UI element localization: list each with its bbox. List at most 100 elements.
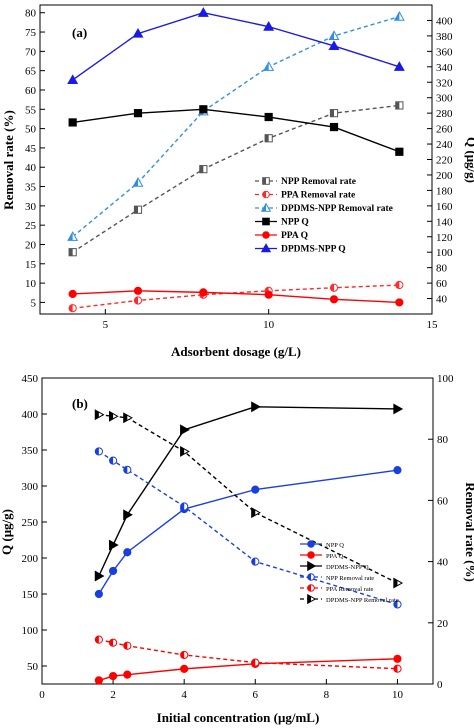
a-y2-tick-label: 220 [436, 155, 453, 167]
b-point-ppa-q [123, 670, 132, 679]
a-y-tick-label: 65 [25, 66, 37, 78]
a-series-line-npp-removal-rate [72, 104, 400, 253]
y2-axis-title-b: Removal rate (%) [463, 482, 474, 582]
b-point-npp-removal-rate [123, 465, 132, 474]
a-y2-tick-label: 120 [436, 232, 453, 244]
a-point-npp-q [133, 109, 143, 118]
a-point-ppa-removal-rate [395, 280, 404, 290]
chart-a: 5 10 15 5 10 15 20 25 30 35 40 45 50 55 60 65 70 75 80 40 60… [1, 4, 474, 359]
a-y2-tick-label: 340 [436, 62, 453, 74]
a-point-npp-removal-rate [199, 165, 208, 174]
a-point-npp-q [199, 105, 208, 114]
y2-axis-title-a: Q (μg/g) [464, 137, 474, 183]
a-legend-label-ppa-removal-rate: PPA Removal rate [281, 191, 355, 201]
b-point-ppa-q [108, 671, 118, 681]
b-point-dpdms-npp-removal-rate [94, 409, 105, 421]
plot-frame-b [41, 377, 434, 685]
a-point-dpdms-npp-removal-rate [328, 30, 340, 40]
b-series-line-ppa-q [98, 658, 398, 682]
a-point-dpdms-npp-q [67, 74, 79, 85]
b-y-tick-label: 200 [22, 553, 39, 565]
a-series-line-dpdms-npp-q [72, 12, 400, 81]
a-y2-tick-label: 280 [436, 108, 453, 120]
a-legend-marker-npp-q [262, 217, 270, 226]
a-point-ppa-removal-rate [68, 304, 77, 313]
a-point-npp-removal-rate [329, 109, 339, 118]
b-x-tick-label: 4 [181, 689, 187, 701]
b-point-ppa-removal-rate [251, 658, 260, 667]
a-point-dpdms-npp-q [393, 61, 405, 71]
a-y2-tick-label: 240 [436, 139, 453, 151]
a-y-tick-label: 60 [25, 85, 37, 97]
a-y-tick-label: 75 [25, 27, 37, 39]
b-point-npp-removal-rate [393, 600, 402, 609]
a-point-ppa-q [68, 289, 77, 299]
a-y2-tick-label: 320 [436, 77, 453, 89]
a-y2-tick-label: 180 [436, 185, 453, 197]
a-series-line-ppa-removal-rate [72, 284, 400, 309]
b-legend-marker-dpdms-npp-removal-rate [307, 593, 317, 605]
a-legend-marker-ppa-q [262, 231, 270, 239]
b-point-ppa-removal-rate [123, 641, 132, 650]
a-point-npp-q [264, 112, 273, 122]
a-y-tick-label: 30 [25, 201, 37, 213]
b-point-npp-q [251, 485, 260, 494]
plot-frame-a [39, 4, 433, 315]
a-y-tick-label: 40 [25, 162, 37, 174]
b-series-line-dpdms-npp-removal-rate [98, 414, 398, 584]
a-point-ppa-removal-rate [133, 296, 143, 305]
a-x-tick-label: 5 [103, 319, 109, 331]
a-legend-marker-dpdms-npp-q [260, 243, 272, 253]
a-y-tick-label: 55 [25, 104, 37, 116]
b-y-tick-label: 400 [22, 409, 39, 421]
a-y-tick-label: 80 [25, 8, 37, 20]
a-y2-tick-label: 100 [436, 247, 453, 259]
a-y2-tick-label: 360 [436, 46, 453, 58]
b-y-tick-label: 100 [22, 625, 39, 637]
b-legend-label-npp-q: NPP Q [326, 542, 344, 549]
a-legend-marker-dpdms-npp-removal-rate [260, 202, 272, 212]
a-y-tick-label: 70 [25, 46, 37, 58]
a-legend-label-ppa-q: PPA Q [281, 231, 308, 241]
b-y-tick-label: 450 [22, 373, 39, 385]
b-legend-marker-npp-removal-rate [307, 573, 315, 581]
a-point-ppa-q [133, 286, 143, 295]
a-point-ppa-q [329, 295, 339, 304]
panel-label-a: (a) [72, 25, 87, 40]
b-y-tick-label: 300 [22, 481, 39, 493]
b-point-dpdms-npp-q [393, 403, 404, 415]
a-point-dpdms-npp-q [197, 7, 209, 17]
b-x-tick-label: 2 [110, 689, 116, 701]
b-point-npp-q [123, 548, 132, 557]
a-point-ppa-removal-rate [329, 283, 339, 292]
a-point-dpdms-npp-removal-rate [393, 10, 405, 21]
a-series-line-ppa-q [72, 290, 400, 304]
b-y-tick-label: 50 [27, 661, 39, 673]
b-point-npp-removal-rate [251, 557, 260, 566]
b-legend-label-ppa-q: PPA Q [326, 553, 344, 560]
a-point-ppa-q [199, 288, 208, 297]
b-point-dpdms-npp-removal-rate [123, 412, 133, 424]
a-y2-tick-label: 80 [436, 263, 448, 275]
a-y2-tick-label: 60 [436, 278, 448, 290]
a-y-tick-label: 20 [25, 239, 37, 251]
b-point-dpdms-npp-removal-rate [180, 445, 190, 457]
b-legend-label-ppa-removal-rate: PPA Removal rate [326, 586, 374, 593]
b-series-line-npp-q [98, 469, 398, 595]
b-y2-tick-label: 20 [437, 618, 449, 630]
a-legend-label-npp-q: NPP Q [281, 218, 309, 228]
b-legend-marker-npp-q [307, 540, 315, 548]
a-x-tick-label: 10 [263, 319, 275, 331]
a-point-npp-q [68, 118, 77, 127]
b-legend-label-dpdms-npp-removal-rate: DPDMS-NPP Removal rate [326, 597, 399, 604]
b-series-line-dpdms-npp-q [98, 406, 398, 577]
b-point-dpdms-npp-removal-rate [251, 507, 261, 519]
b-x-tick-label: 10 [392, 689, 404, 701]
y-axis-title-b: Q (μg/g) [0, 509, 14, 555]
b-x-tick-label: 6 [253, 689, 259, 701]
legend-b: NPP Q PPA Q DPDMS-NPP Q NPP Removal rate PPA… [300, 540, 399, 605]
a-point-npp-removal-rate [395, 101, 404, 110]
a-point-dpdms-npp-removal-rate [132, 177, 144, 187]
b-point-ppa-q [180, 664, 189, 673]
b-point-npp-removal-rate [180, 502, 189, 511]
